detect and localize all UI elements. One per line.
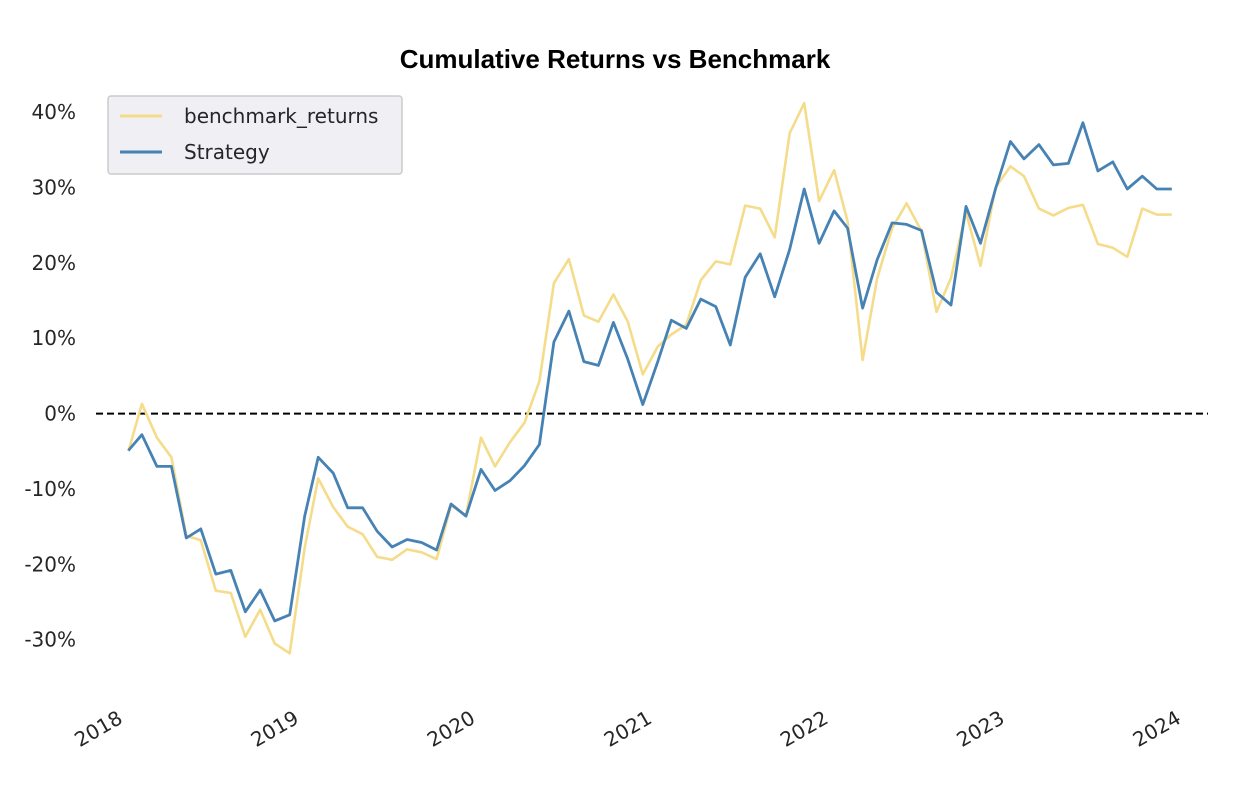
x-tick-label: 2023 bbox=[952, 706, 1008, 752]
chart-title: Cumulative Returns vs Benchmark bbox=[400, 44, 831, 74]
y-axis-tick-labels: -30% -20% -10% 0% 10% 20% 30% 40% bbox=[24, 100, 76, 652]
y-tick-label: -10% bbox=[24, 477, 76, 501]
x-tick-label: 2022 bbox=[776, 706, 832, 752]
y-tick-label: -30% bbox=[24, 628, 76, 652]
x-tick-label: 2024 bbox=[1129, 706, 1185, 752]
legend-box bbox=[107, 95, 403, 175]
x-axis-tick-labels: 2018 2019 2020 2021 2022 2023 2024 bbox=[70, 706, 1184, 752]
legend: benchmark_returns Strategy bbox=[107, 95, 403, 175]
x-tick-label: 2021 bbox=[600, 706, 656, 752]
x-tick-label: 2020 bbox=[423, 706, 479, 752]
y-tick-label: -20% bbox=[24, 552, 76, 576]
y-tick-label: 20% bbox=[32, 251, 76, 275]
legend-label-benchmark-returns: benchmark_returns bbox=[184, 104, 378, 128]
x-tick-label: 2018 bbox=[70, 706, 126, 752]
y-tick-label: 0% bbox=[44, 402, 76, 426]
y-tick-label: 40% bbox=[32, 100, 76, 124]
series-layer bbox=[127, 101, 1172, 655]
series-line-benchmark-returns bbox=[127, 101, 1172, 655]
series-line-strategy bbox=[127, 121, 1172, 623]
x-tick-label: 2019 bbox=[247, 706, 303, 752]
y-tick-label: 10% bbox=[32, 326, 76, 350]
legend-label-strategy: Strategy bbox=[184, 140, 270, 164]
y-tick-label: 30% bbox=[32, 176, 76, 200]
